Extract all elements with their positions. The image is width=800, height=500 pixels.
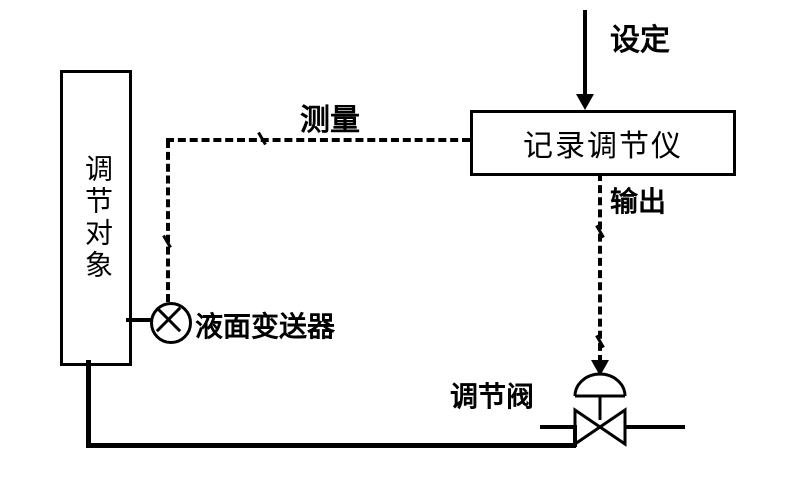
recorder-controller-node: 记录调节仪 xyxy=(470,110,736,176)
controlled-object-label: 调节对象 xyxy=(76,154,116,282)
output-edge xyxy=(598,173,602,363)
valve-return-vert xyxy=(86,360,91,448)
pipe-out-right xyxy=(625,425,685,429)
recorder-controller-label: 记录调节仪 xyxy=(523,121,683,165)
controlled-object-node: 调节对象 xyxy=(60,70,132,366)
valve-return-horiz xyxy=(86,443,576,448)
valve-left-stub xyxy=(540,425,576,429)
control-valve-icon xyxy=(555,372,645,452)
control-valve-label: 调节阀 xyxy=(450,375,534,415)
measurement-edge-horiz xyxy=(166,138,470,142)
setpoint-label: 设定 xyxy=(610,15,670,59)
output-label: 输出 xyxy=(610,180,666,220)
setpoint-arrowhead-icon xyxy=(576,94,594,110)
measurement-edge-vert xyxy=(166,140,170,302)
measurement-label: 测量 xyxy=(300,95,360,139)
object-to-transmitter-edge xyxy=(126,318,152,322)
setpoint-edge xyxy=(583,10,587,98)
level-transmitter-label: 液面变送器 xyxy=(195,305,335,345)
